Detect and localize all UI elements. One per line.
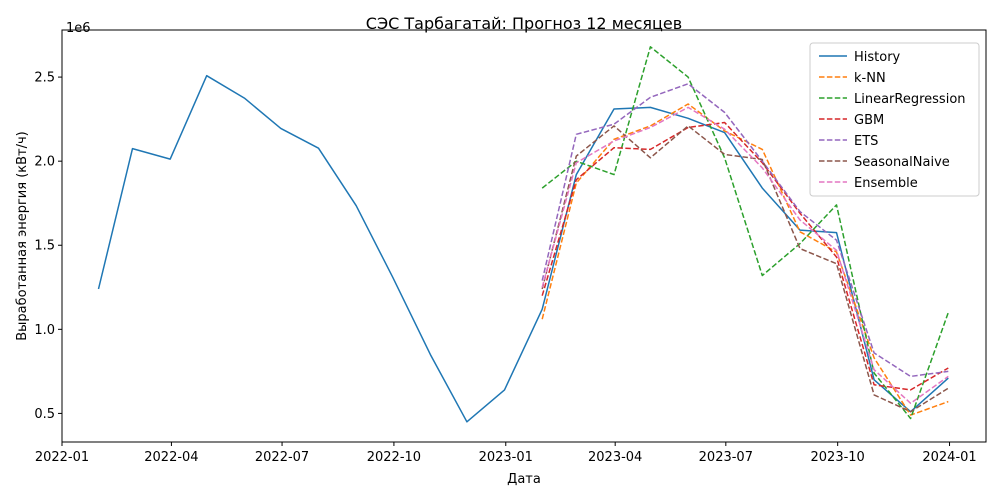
legend-label: Ensemble [854, 176, 918, 191]
legend-label: ETS [854, 134, 878, 149]
x-tick-label: 2022-04 [144, 450, 198, 465]
series-line-ensemble [541, 106, 949, 405]
legend-label: k-NN [854, 71, 886, 86]
legend-label: GBM [854, 113, 884, 128]
y-tick-label: 2.0 [34, 155, 55, 170]
plot-lines [97, 46, 950, 423]
y-axis-label: Выработанная энергия (кВт/ч) [15, 131, 30, 341]
x-tick-label: 2023-04 [588, 450, 642, 465]
legend-label: LinearRegression [854, 92, 966, 107]
y-tick-label: 1.0 [34, 323, 55, 338]
x-tick-label: 2023-07 [699, 450, 753, 465]
x-tick-label: 2022-01 [35, 450, 89, 465]
y-tick-label: 0.5 [34, 407, 55, 422]
x-tick-label: 2022-10 [367, 450, 421, 465]
series-line-ets [541, 83, 949, 378]
y-axis-multiplier: 1e6 [66, 21, 91, 36]
series-line-gbm [541, 121, 949, 391]
series-line-history [97, 74, 949, 423]
x-tick-label: 2022-07 [255, 450, 309, 465]
series-line-linearregression [541, 46, 950, 420]
chart-title: СЭС Тарбагатай: Прогноз 12 месяцев [366, 14, 682, 33]
legend-label: History [854, 50, 901, 65]
y-axis-ticks: 0.5 1.0 1.5 2.0 2.5 [34, 71, 62, 422]
x-tick-label: 2023-10 [811, 450, 865, 465]
series-line-seasonalnaive [541, 125, 949, 413]
x-tick-label: 2023-01 [479, 450, 533, 465]
x-axis-label: Дата [507, 472, 541, 487]
axes-frame [61, 29, 987, 443]
x-axis-ticks: 2022-01 2022-04 2022-07 2022-10 2023-01 2023-… [35, 442, 977, 465]
y-tick-label: 2.5 [34, 71, 55, 86]
y-tick-label: 1.5 [34, 239, 55, 254]
legend-box [809, 42, 980, 197]
x-tick-label: 2024-01 [922, 450, 976, 465]
legend-label: SeasonalNaive [854, 155, 950, 170]
legend: History k-NN LinearRegression GBM ETS Seasona… [809, 42, 980, 197]
